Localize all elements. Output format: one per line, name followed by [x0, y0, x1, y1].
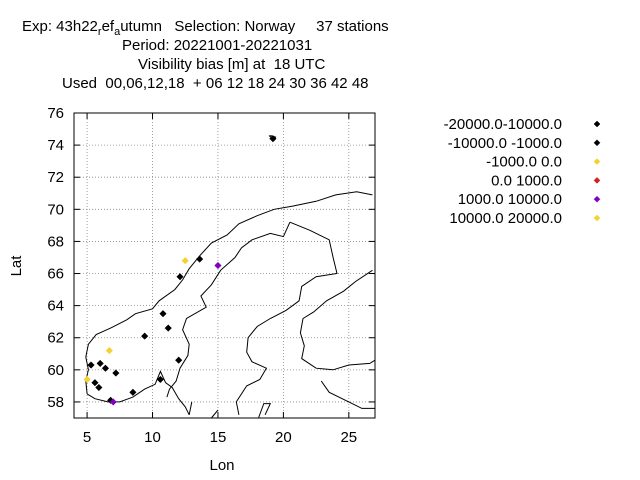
station-point — [83, 375, 91, 384]
coastline-path — [320, 380, 375, 409]
x-tick-label: 20 — [275, 429, 292, 446]
coastline — [85, 135, 376, 419]
legend-marker — [593, 139, 601, 147]
legend-marker — [593, 195, 601, 203]
coastline-path — [188, 401, 193, 415]
station-point — [164, 324, 172, 332]
y-tick-label: 68 — [47, 233, 64, 250]
y-tick-label: 76 — [47, 105, 64, 122]
legend-label: -20000.0-10000.0 — [444, 116, 562, 133]
coastline-path — [211, 409, 219, 419]
station-point — [91, 379, 99, 387]
x-axis-label: Lon — [209, 457, 234, 474]
station-point — [87, 361, 95, 369]
grid-lines — [74, 112, 375, 418]
y-tick-label: 58 — [47, 394, 64, 411]
y-tick-label: 74 — [47, 137, 64, 154]
axis-ticks: 5 10 15 20 25 58 60 62 64 66 68 70 72 74 76 — [47, 105, 375, 446]
station-point — [176, 273, 184, 281]
legend: -20000.0-10000.0 -10000.0 -1000.0 -1000.0 … — [444, 116, 601, 227]
station-point — [195, 255, 204, 263]
title-sub-a: a — [114, 26, 121, 38]
x-tick-label: 25 — [340, 429, 357, 446]
station-point — [109, 398, 117, 406]
title-sub-r: r — [97, 26, 102, 38]
station-point — [96, 359, 104, 368]
y-tick-label: 60 — [47, 362, 64, 379]
station-point — [214, 261, 222, 270]
legend-label: 0.0 1000.0 — [491, 172, 562, 189]
y-tick-label: 70 — [47, 201, 64, 218]
station-point — [156, 375, 165, 384]
coastline-path — [166, 221, 291, 398]
station-point — [175, 356, 183, 364]
station-point — [95, 383, 103, 392]
y-tick-label: 72 — [47, 169, 64, 186]
legend-marker — [593, 214, 601, 222]
station-point — [269, 135, 277, 143]
title-exp: Exp: 43h22 — [22, 18, 98, 35]
station-point — [159, 310, 167, 318]
y-tick-label: 62 — [47, 330, 64, 347]
plot-frame — [73, 112, 376, 419]
station-points — [83, 135, 277, 406]
legend-label: 10000.0 20000.0 — [449, 210, 562, 227]
y-axis-label: Lat — [8, 255, 25, 277]
coastline-path — [235, 221, 338, 415]
station-point — [129, 388, 137, 396]
x-tick-label: 5 — [83, 429, 91, 446]
y-tick-label: 66 — [47, 266, 64, 283]
coastline-path — [299, 269, 376, 371]
coastline-path — [85, 191, 373, 394]
legend-label: 1000.0 10000.0 — [458, 191, 562, 208]
station-point — [105, 346, 113, 355]
station-point — [181, 257, 189, 265]
y-tick-label: 64 — [47, 298, 64, 315]
station-point — [141, 332, 149, 340]
x-tick-label: 10 — [144, 429, 161, 446]
title-rest: utumn Selection: Norway 37 stations — [120, 18, 389, 35]
station-point — [112, 369, 120, 377]
title-ef: ef — [101, 18, 115, 35]
legend-marker — [593, 177, 601, 184]
legend-label: -10000.0 -1000.0 — [448, 135, 562, 152]
coastline-path — [258, 403, 272, 419]
title-line-3: Visibility bias [m] at 18 UTC — [138, 56, 326, 73]
title-line-4: Used 00,06,12,18 + 06 12 18 24 30 36 42 … — [62, 75, 369, 92]
title-line-1: Exp: 43h22refautumn Selection: Norway 37… — [22, 18, 389, 41]
legend-marker — [593, 120, 601, 128]
x-tick-label: 15 — [210, 429, 227, 446]
legend-marker — [593, 158, 601, 165]
legend-label: -1000.0 0.0 — [486, 154, 562, 171]
title-line-2: Period: 20221001-20221031 — [122, 37, 313, 54]
station-point — [101, 364, 110, 372]
coastline-path — [86, 370, 190, 416]
